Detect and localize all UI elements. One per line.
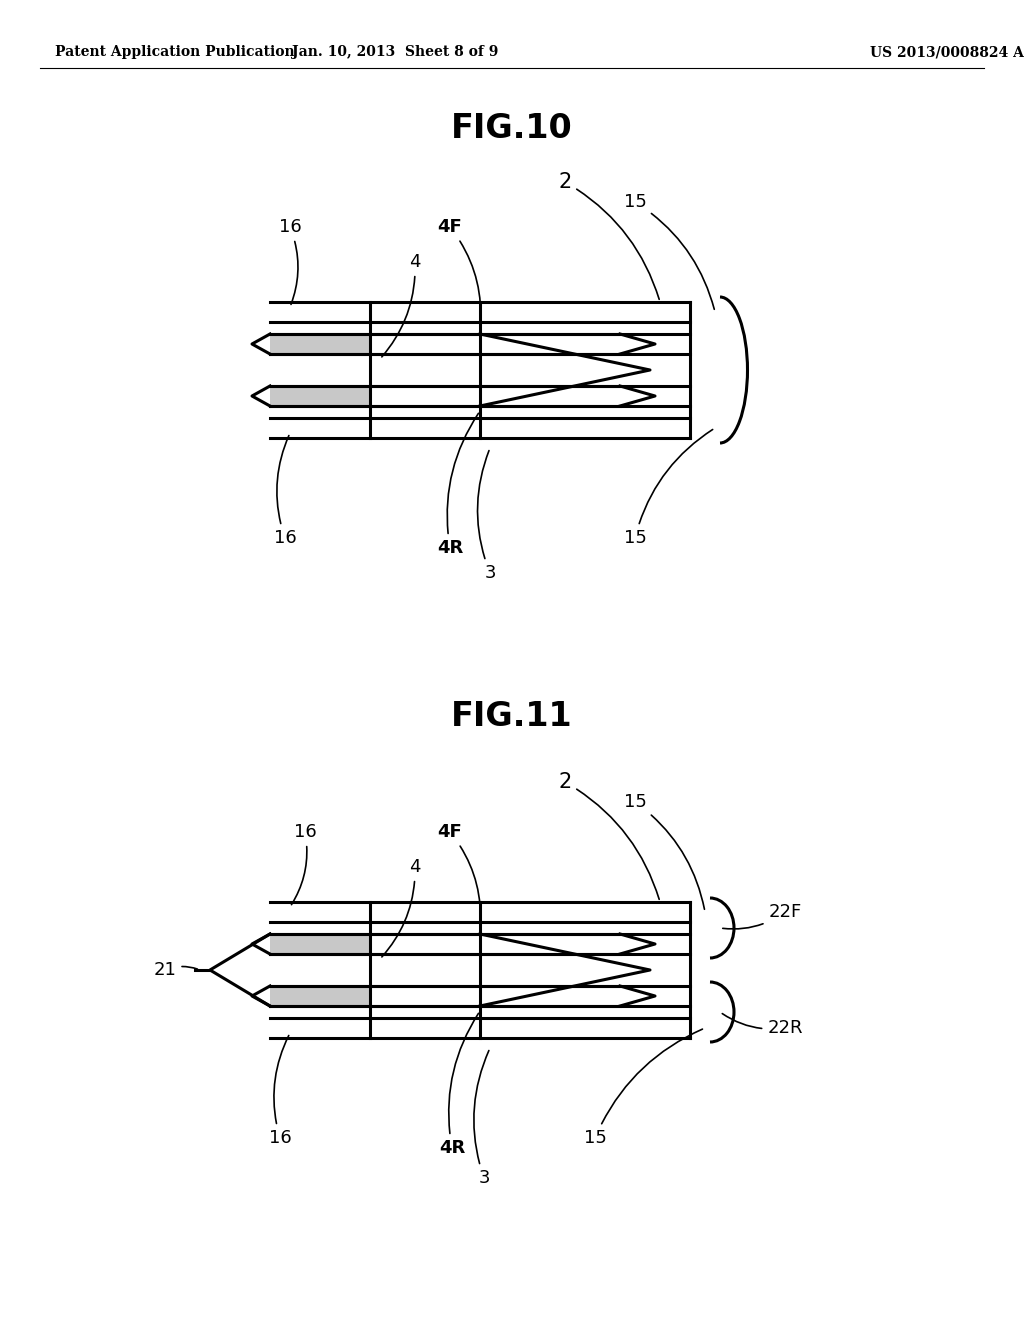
- Text: 16: 16: [273, 436, 296, 546]
- Text: 4R: 4R: [437, 413, 478, 557]
- Polygon shape: [270, 986, 370, 1006]
- Text: 2: 2: [558, 772, 659, 899]
- Text: FIG.10: FIG.10: [452, 112, 572, 145]
- Text: 4: 4: [382, 858, 421, 957]
- Text: Patent Application Publication: Patent Application Publication: [55, 45, 295, 59]
- Text: 4R: 4R: [439, 1014, 478, 1158]
- Text: 22F: 22F: [723, 903, 802, 929]
- Text: 16: 16: [292, 822, 316, 904]
- Polygon shape: [270, 334, 370, 354]
- Text: FIG.11: FIG.11: [452, 700, 572, 733]
- Text: 22R: 22R: [722, 1014, 803, 1038]
- Text: 4: 4: [382, 253, 421, 356]
- Text: 3: 3: [477, 450, 496, 582]
- Polygon shape: [270, 385, 370, 407]
- Text: 15: 15: [584, 1030, 702, 1147]
- Text: US 2013/0008824 A1: US 2013/0008824 A1: [870, 45, 1024, 59]
- Text: 15: 15: [624, 793, 705, 909]
- Text: Jan. 10, 2013  Sheet 8 of 9: Jan. 10, 2013 Sheet 8 of 9: [292, 45, 499, 59]
- Text: 4F: 4F: [437, 822, 480, 927]
- Text: 15: 15: [624, 193, 715, 309]
- Polygon shape: [270, 935, 370, 954]
- Text: 3: 3: [474, 1051, 489, 1187]
- Text: 21: 21: [154, 961, 198, 979]
- Text: 16: 16: [268, 1035, 292, 1147]
- Text: 2: 2: [558, 172, 659, 300]
- Text: 4F: 4F: [437, 218, 480, 326]
- Text: 15: 15: [624, 429, 713, 546]
- Text: 16: 16: [279, 218, 301, 305]
